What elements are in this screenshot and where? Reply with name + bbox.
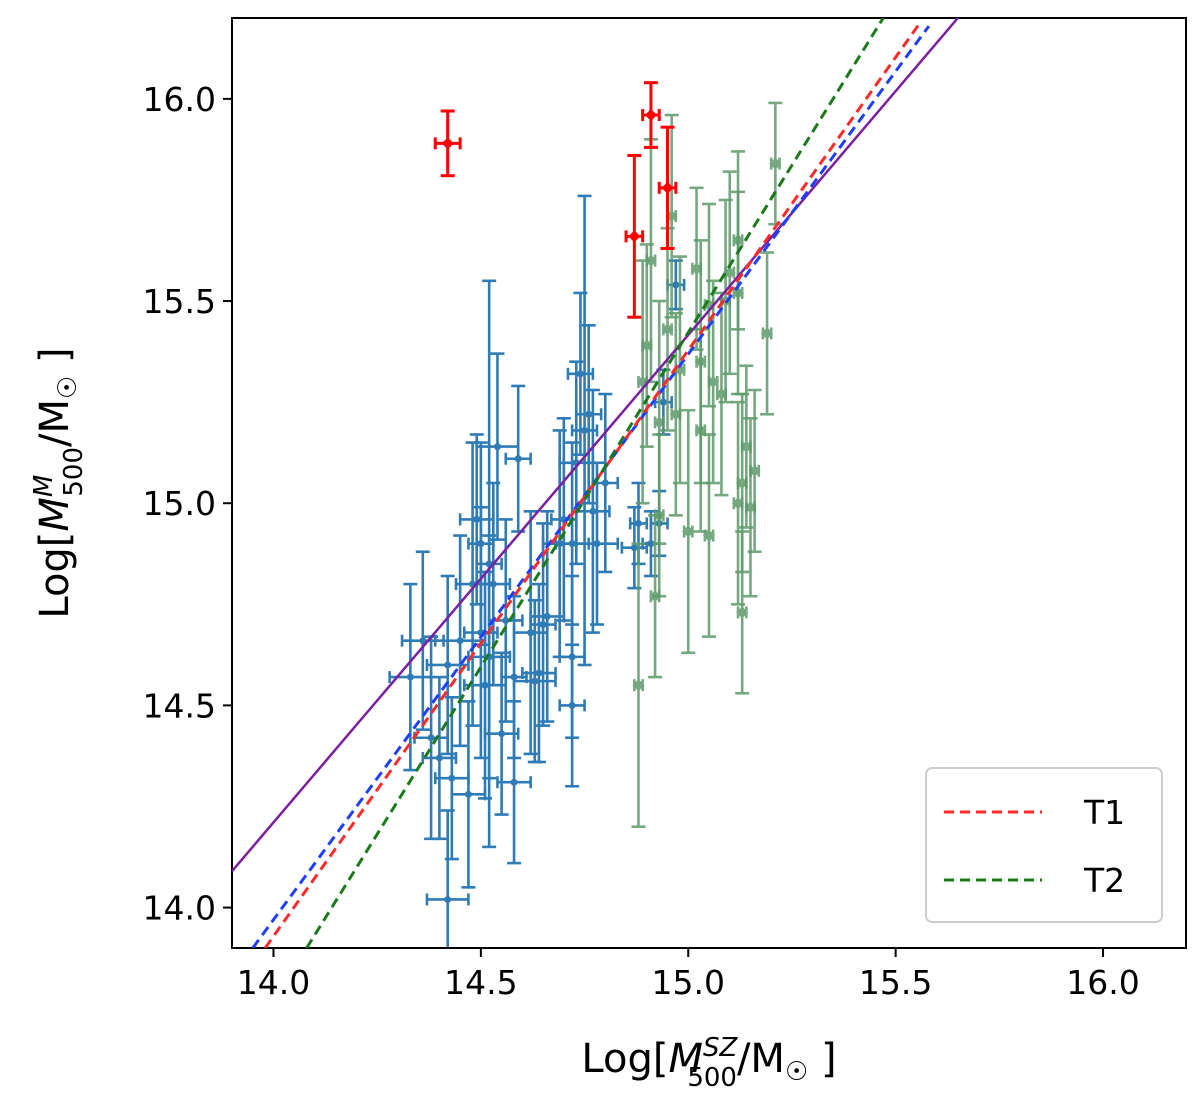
y-axis-label: Log[MM500/M☉ ] [29,347,89,618]
legend-box [925,767,1163,923]
green-data-point [731,190,746,396]
green-data-point [702,433,716,638]
green-data-point [768,101,783,226]
blue-data-point [425,809,470,948]
y-tick-label: 16.0 [143,80,216,119]
x-axis-label: Log[MSZ 500/M☉ ] [581,1033,836,1093]
green-data-point [693,239,708,485]
green-data-point [735,530,750,695]
blue-data-point [521,582,557,764]
red-data-point [624,153,645,319]
y-tick-label: 14.0 [143,889,216,928]
green-data-point [681,408,696,655]
blue-data-point [421,675,458,841]
blue-data-point [570,194,599,667]
blue-data-point [574,324,603,505]
y-tick-label: 14.5 [143,686,216,725]
legend: T1 T2 [925,767,1163,923]
y-tick-label: 15.0 [143,484,216,523]
red-data-point [433,109,462,178]
y-tick-label: 15.5 [143,282,216,321]
green-data-point [743,417,758,598]
green-data-point [631,542,646,828]
blue-data-point [400,550,445,731]
blue-data-point [504,384,532,533]
red-data-point [641,81,661,149]
blue-data-point [496,700,532,865]
green-data-point [652,433,667,598]
green-data-point [643,138,658,384]
x-tick-label: 15.5 [859,963,932,1002]
blue-data-point [574,461,620,626]
red-data-point [657,125,678,250]
x-tick-label: 16.0 [1066,963,1139,1002]
T2-line [305,18,885,948]
plot-frame [231,17,1187,949]
blue-data-point [487,518,524,723]
legend-label-t1: T1 [1083,793,1125,832]
blue-data-point [558,623,586,788]
x-tick-label: 14.0 [237,963,310,1002]
blue-fit-line [251,25,931,948]
x-tick-label: 14.5 [444,963,517,1002]
green-data-point [660,226,675,432]
legend-label-t2: T2 [1083,861,1125,900]
purple-fit-line [232,18,959,872]
green-data-point [760,251,775,416]
x-tick-label: 15.0 [652,963,725,1002]
green-data-point [722,170,737,376]
